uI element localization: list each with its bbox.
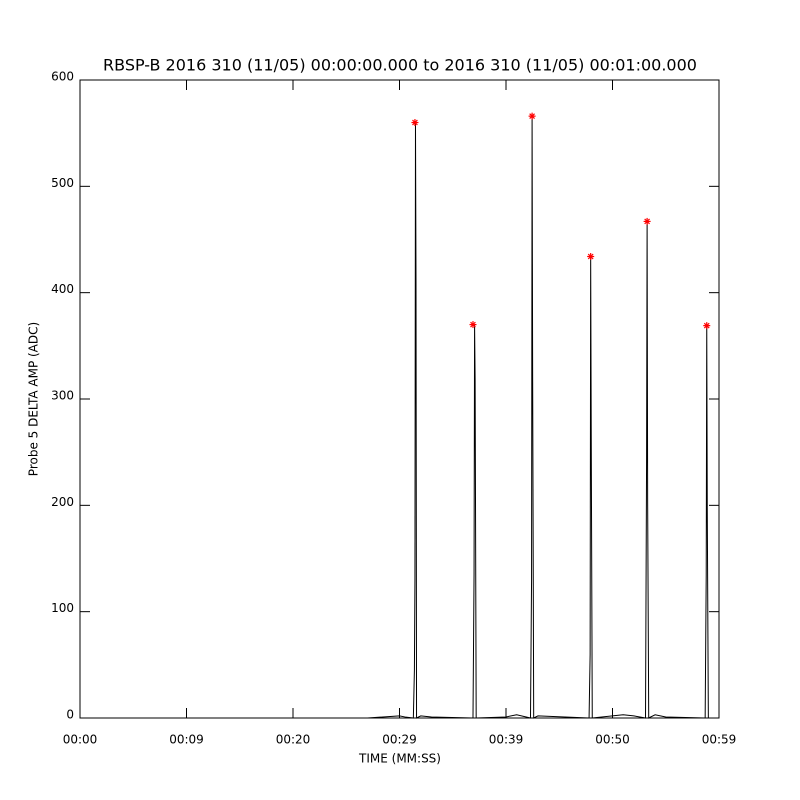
x-tick-label: 00:59 bbox=[702, 733, 737, 747]
marker-stroke bbox=[470, 321, 476, 328]
peak-marker bbox=[528, 112, 536, 120]
chart-title: RBSP-B 2016 310 (11/05) 00:00:00.000 to … bbox=[103, 56, 697, 75]
marker-stroke bbox=[529, 113, 535, 120]
plot-frame bbox=[79, 79, 720, 719]
data-line bbox=[80, 116, 711, 719]
marker-stroke bbox=[587, 253, 594, 260]
peak-marker bbox=[703, 322, 711, 330]
marker-stroke bbox=[644, 218, 650, 225]
x-axis-label: TIME (MM:SS) bbox=[358, 752, 441, 766]
y-axis-label: Probe 5 DELTA AMP (ADC) bbox=[27, 322, 41, 476]
y-tick-label: 400 bbox=[51, 282, 74, 296]
marker-stroke bbox=[412, 119, 418, 126]
x-tick-label: 00:50 bbox=[595, 733, 630, 747]
peak-marker bbox=[587, 253, 595, 261]
peak-marker bbox=[469, 321, 477, 329]
marker-stroke bbox=[703, 322, 710, 329]
x-tick-label: 00:09 bbox=[169, 733, 204, 747]
y-tick-label: 500 bbox=[51, 176, 74, 190]
y-tick-label: 0 bbox=[66, 708, 74, 722]
x-tick-label: 00:39 bbox=[489, 733, 524, 747]
y-tick-label: 300 bbox=[51, 389, 74, 403]
peak-marker bbox=[411, 119, 419, 127]
y-tick-label: 100 bbox=[51, 601, 74, 615]
y-tick-label: 200 bbox=[51, 495, 74, 509]
x-tick-label: 00:00 bbox=[63, 733, 98, 747]
x-tick-label: 00:20 bbox=[276, 733, 311, 747]
peak-marker bbox=[643, 217, 651, 225]
y-tick-label: 600 bbox=[51, 70, 74, 84]
x-tick-label: 00:29 bbox=[382, 733, 417, 747]
